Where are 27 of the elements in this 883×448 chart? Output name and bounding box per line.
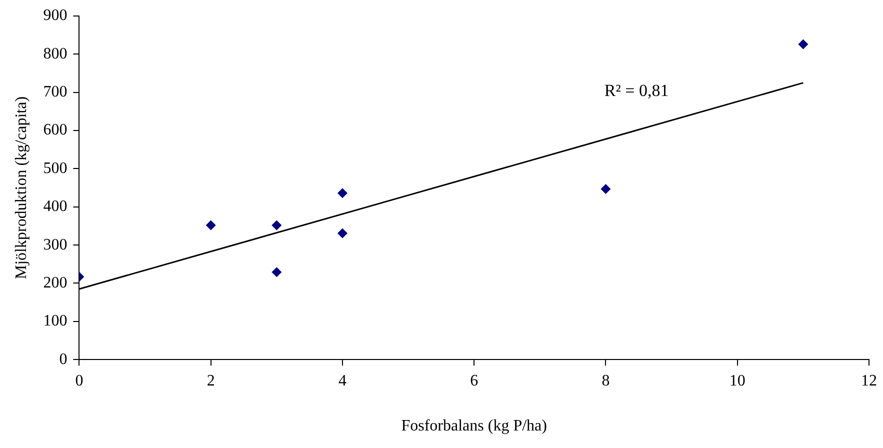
y-tick-label: 900: [43, 7, 68, 24]
y-tick-label: 200: [43, 274, 68, 292]
y-tick-label: 0: [59, 350, 68, 368]
x-tick-label: 8: [602, 372, 610, 390]
y-tick-label: 800: [43, 45, 68, 62]
x-tick-label: 10: [729, 372, 746, 390]
x-tick-label: 6: [470, 372, 478, 390]
point: [272, 220, 282, 230]
y-axis-title: Mjölkproduktion (kg/capita): [12, 96, 30, 280]
x-tick-label: 12: [861, 372, 877, 390]
point: [798, 39, 808, 50]
point: [206, 220, 216, 230]
point: [337, 228, 348, 238]
x-tick-label: 4: [338, 372, 346, 390]
x-axis-title: Fosforbalans (kg P/ha): [401, 418, 547, 435]
y-tick-label: 700: [43, 84, 68, 101]
y-tick-label: 400: [43, 198, 68, 216]
y-tick-label: 100: [43, 312, 68, 330]
point: [600, 184, 611, 194]
y-tick-label: 300: [43, 236, 68, 254]
x-tick-label: 2: [206, 372, 215, 390]
y-tick-label: 500: [43, 160, 68, 177]
y-tick-label: 600: [43, 122, 68, 139]
x-tick-label: 0: [75, 372, 84, 390]
annotation: R² = 0,81: [604, 81, 669, 100]
point: [337, 188, 348, 198]
point: [272, 267, 282, 278]
